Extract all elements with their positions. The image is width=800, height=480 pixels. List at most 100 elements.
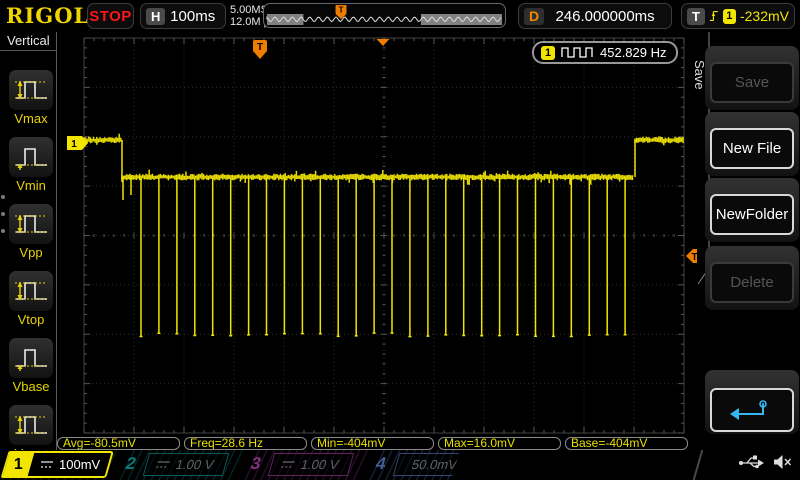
dc-coupling-icon	[40, 460, 54, 469]
status-bar-divider	[692, 450, 704, 480]
channel-zone-4: 4 50.0mV	[368, 450, 460, 480]
channel-3-block[interactable]: 1.00 V	[268, 453, 355, 476]
channel-number[interactable]: 4	[373, 454, 389, 473]
measurement-avg: Avg=-80.5mV	[57, 437, 180, 450]
vamp-icon	[15, 415, 47, 435]
delay-block[interactable]: D 246.000000ms	[518, 3, 672, 29]
menu-item-label: Vmin	[16, 178, 46, 193]
horizontal-timebase-block[interactable]: H 100ms	[140, 3, 226, 29]
channel-number: 1	[3, 453, 35, 476]
menu-item-label: Vbase	[12, 379, 50, 394]
menu-page-dots	[1, 195, 5, 246]
menu-item-button[interactable]	[9, 70, 53, 110]
rising-edge-icon	[709, 11, 718, 21]
softkey-slot: Delete	[705, 246, 799, 310]
horizontal-center-marker	[376, 39, 390, 46]
menu-item-vpp[interactable]: Vpp	[9, 204, 53, 260]
svg-text:T: T	[257, 42, 263, 53]
waveform-preview-strip[interactable]: T	[263, 3, 506, 28]
rigol-logo: RIGOL	[6, 3, 90, 28]
vtop-icon	[15, 281, 47, 301]
channel-scale-value: 1.00 V	[298, 457, 341, 472]
measurement-min: Min=-404mV	[311, 437, 434, 450]
return-button[interactable]	[710, 388, 794, 432]
trigger-level-marker[interactable]	[686, 249, 700, 263]
menu-item-vbase[interactable]: Vbase	[9, 338, 53, 394]
frequency-counter-value: 452.829 Hz	[600, 45, 667, 60]
menu-item-button[interactable]	[9, 405, 53, 445]
menu-item-button[interactable]	[9, 338, 53, 378]
usb-icon	[739, 455, 764, 469]
measurement-base: Base=-404mV	[565, 437, 688, 450]
menu-item-button[interactable]	[9, 204, 53, 244]
horizontal-label: H	[146, 7, 166, 25]
left-menu-title: Vertical	[0, 32, 56, 51]
preview-waveform-icon: T	[266, 5, 502, 25]
square-wave-icon	[561, 47, 593, 58]
menu-item-button[interactable]	[9, 271, 53, 311]
menu-item-vtop[interactable]: Vtop	[9, 271, 53, 327]
dc-coupling-icon	[405, 460, 408, 469]
timebase-value: 100ms	[170, 7, 216, 25]
menu-tab-save: Save	[692, 60, 707, 90]
delay-label: D	[524, 7, 545, 25]
vpp-icon	[15, 214, 47, 234]
measurement-freq: Freq=28.6 Hz	[184, 437, 307, 450]
channel-scale-value: 50.0mV	[410, 457, 460, 472]
vbase-icon	[15, 349, 47, 371]
channel-zone-2: 2 1.00 V	[118, 450, 243, 480]
top-status-bar: RIGOL STOP H 100ms 5.00MSa/s 12.0M pts T…	[0, 0, 800, 33]
ch1-waveform-pulses	[121, 140, 636, 338]
trigger-level-value: -232mV	[739, 8, 789, 24]
trigger-position-marker[interactable]	[253, 40, 267, 52]
dc-coupling-icon	[155, 460, 172, 469]
frequency-counter-channel-badge: 1	[541, 45, 555, 60]
channel-zone-1: 1 100mV	[0, 450, 118, 480]
menu-item-label: Vpp	[19, 245, 43, 260]
status-icons	[738, 453, 792, 471]
run-state-indicator[interactable]: STOP	[87, 3, 134, 29]
menu-item-vmin[interactable]: Vmin	[9, 137, 53, 193]
channel1-level-marker[interactable]	[67, 136, 88, 150]
softkey-slot	[705, 370, 799, 434]
menu-item-label: Vtop	[17, 312, 45, 327]
save-button[interactable]: Save	[710, 62, 794, 103]
dc-coupling-icon	[280, 460, 297, 469]
vmin-icon	[15, 148, 47, 170]
channel-zone-3: 3 1.00 V	[243, 450, 368, 480]
return-arrow-icon	[730, 400, 767, 420]
channel-1-block[interactable]: 1 100mV	[0, 451, 114, 478]
svg-text:T: T	[691, 252, 697, 263]
preview-trigger-marker	[335, 5, 347, 14]
frequency-counter: 1 452.829 Hz	[532, 41, 678, 64]
newfolder-button[interactable]: NewFolder	[710, 194, 794, 235]
svg-text:T: T	[339, 6, 344, 15]
channel-number[interactable]: 3	[248, 454, 264, 473]
right-menu: Save Save New File NewFolder Delete	[692, 32, 800, 450]
channel-2-block[interactable]: 1.00 V	[143, 453, 230, 476]
ch1-waveform-trace	[83, 133, 684, 185]
new-file-button[interactable]: New File	[710, 128, 794, 169]
trigger-block[interactable]: T 1 -232mV	[681, 3, 795, 29]
channel-4-block[interactable]: 50.0mV	[393, 453, 462, 476]
menu-item-vamp[interactable]: Vamp	[9, 405, 53, 461]
delay-value: 246.000000ms	[555, 7, 655, 25]
svg-text:1: 1	[71, 139, 77, 150]
softkey-slot: NewFolder	[705, 178, 799, 242]
measurement-max: Max=16.0mV	[438, 437, 561, 450]
menu-item-button[interactable]	[9, 137, 53, 177]
menu-item-vmax[interactable]: Vmax	[9, 70, 53, 126]
channel-number[interactable]: 2	[123, 454, 139, 473]
delete-button[interactable]: Delete	[710, 262, 794, 303]
softkey-slot: Save	[705, 46, 799, 110]
left-menu: Vertical Vmax Vmin Vpp Vtop Vbase Vamp	[0, 32, 57, 461]
channel-scale-value: 1.00 V	[173, 457, 216, 472]
waveform-display: 1 T T 1 452.829 Hz	[57, 32, 700, 437]
speaker-muted-icon	[774, 455, 792, 469]
menu-item-label: Vmax	[14, 111, 48, 126]
measurement-bar: Avg=-80.5mV Freq=28.6 Hz Min=-404mV Max=16.…	[57, 437, 697, 450]
trigger-source-badge: 1	[722, 8, 736, 24]
channel-scale: 100mV	[40, 457, 100, 472]
